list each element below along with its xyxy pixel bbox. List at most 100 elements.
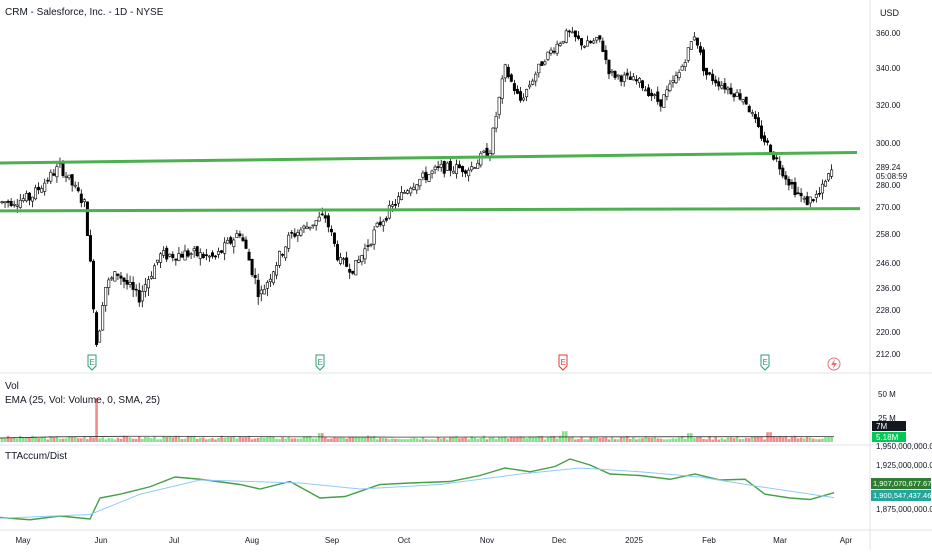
candle-body xyxy=(787,178,791,186)
candle-body xyxy=(235,233,239,238)
candle-body xyxy=(186,250,190,257)
volume-bar xyxy=(488,437,492,442)
candle-body xyxy=(604,50,608,60)
volume-bar xyxy=(644,436,647,442)
candle-body xyxy=(680,65,684,71)
candle-body xyxy=(229,237,233,244)
candle-body xyxy=(104,286,108,306)
accum-axis-label: 1,950,000,000.00 xyxy=(876,442,932,451)
volume-bar xyxy=(372,435,376,442)
candle-body xyxy=(323,215,327,219)
candle-body xyxy=(360,255,364,263)
earnings-icon-label: E xyxy=(763,358,768,367)
volume-bar xyxy=(162,435,165,442)
volume-bar xyxy=(500,437,504,442)
candle-body xyxy=(781,167,785,177)
volume-bar xyxy=(796,438,800,442)
candle-body xyxy=(808,196,812,204)
volume-bar xyxy=(601,437,605,442)
volume-bar xyxy=(702,438,705,442)
volume-bar xyxy=(400,439,403,442)
volume-bar xyxy=(141,438,144,442)
candle-body xyxy=(784,175,788,180)
volume-bar xyxy=(345,438,348,442)
volume-bar xyxy=(22,437,25,442)
volume-bar xyxy=(302,436,306,442)
candle-body xyxy=(0,201,4,203)
candle-body xyxy=(708,72,712,75)
volume-bar xyxy=(327,438,330,442)
candle-body xyxy=(305,226,309,229)
volume-bar xyxy=(482,435,486,442)
accum-dist-line xyxy=(0,458,835,521)
countdown-label: 05:08:59 xyxy=(876,172,908,181)
candle-body xyxy=(625,72,629,76)
candle-body xyxy=(79,193,83,204)
resistance-trendline xyxy=(0,150,858,165)
candle-body xyxy=(698,46,702,53)
candle-body xyxy=(598,35,602,40)
volume-bar xyxy=(314,438,318,442)
candle-body xyxy=(177,253,181,261)
volume-bar xyxy=(34,436,37,442)
candle-body xyxy=(88,235,92,262)
volume-bar xyxy=(427,439,431,442)
volume-bar xyxy=(766,432,769,442)
time-axis-label: Sep xyxy=(325,536,340,545)
volume-bar xyxy=(119,438,123,442)
candle-body xyxy=(339,257,343,264)
candle-body xyxy=(149,276,153,279)
price-tick-label: 300.00 xyxy=(876,139,901,148)
volume-bar xyxy=(696,437,699,442)
currency-label: USD xyxy=(880,8,900,18)
volume-bar xyxy=(595,436,599,442)
candle-body xyxy=(250,259,254,276)
volume-bar xyxy=(37,438,40,442)
candle-body xyxy=(579,38,583,46)
volume-bar xyxy=(519,436,522,442)
candle-body xyxy=(70,174,74,186)
support-trendline xyxy=(0,207,861,213)
candle-body xyxy=(503,64,507,79)
candle-body xyxy=(601,40,605,52)
candle-body xyxy=(659,99,663,107)
candle-body xyxy=(180,253,184,258)
volume-ema-badge xyxy=(872,421,906,431)
volume-bar xyxy=(156,439,159,442)
candle-body xyxy=(692,36,696,41)
candle-body xyxy=(241,237,245,241)
volume-bar xyxy=(241,437,245,442)
candle-body xyxy=(217,251,221,255)
volume-pane-title: Vol xyxy=(5,381,19,392)
candle-body xyxy=(424,171,428,181)
candle-body xyxy=(210,252,214,257)
candle-body xyxy=(396,196,400,204)
volume-bar xyxy=(67,436,71,442)
volume-last-badge-label: 5.18M xyxy=(876,433,899,442)
price-tick-label: 320.00 xyxy=(876,101,901,110)
candle-body xyxy=(311,224,315,227)
volume-bar xyxy=(238,436,242,442)
volume-bar xyxy=(723,439,727,442)
volume-bar xyxy=(104,439,107,442)
volume-bar xyxy=(531,436,534,442)
volume-bar xyxy=(186,435,190,442)
candle-body xyxy=(125,279,129,285)
price-tick-label: 360.00 xyxy=(876,29,901,38)
volume-bar xyxy=(339,436,342,442)
candle-body xyxy=(345,257,349,267)
candle-body xyxy=(720,85,724,89)
candle-body xyxy=(46,179,50,182)
time-axis-label: Apr xyxy=(840,536,853,545)
candle-body xyxy=(220,250,224,253)
price-tick-label: 258.00 xyxy=(876,230,901,239)
volume-bar xyxy=(430,439,434,442)
candle-body xyxy=(476,162,480,169)
candle-body xyxy=(342,258,346,261)
volume-bar xyxy=(80,438,83,442)
candle-body xyxy=(747,105,751,113)
candle-body xyxy=(583,45,587,48)
candle-body xyxy=(637,78,641,84)
